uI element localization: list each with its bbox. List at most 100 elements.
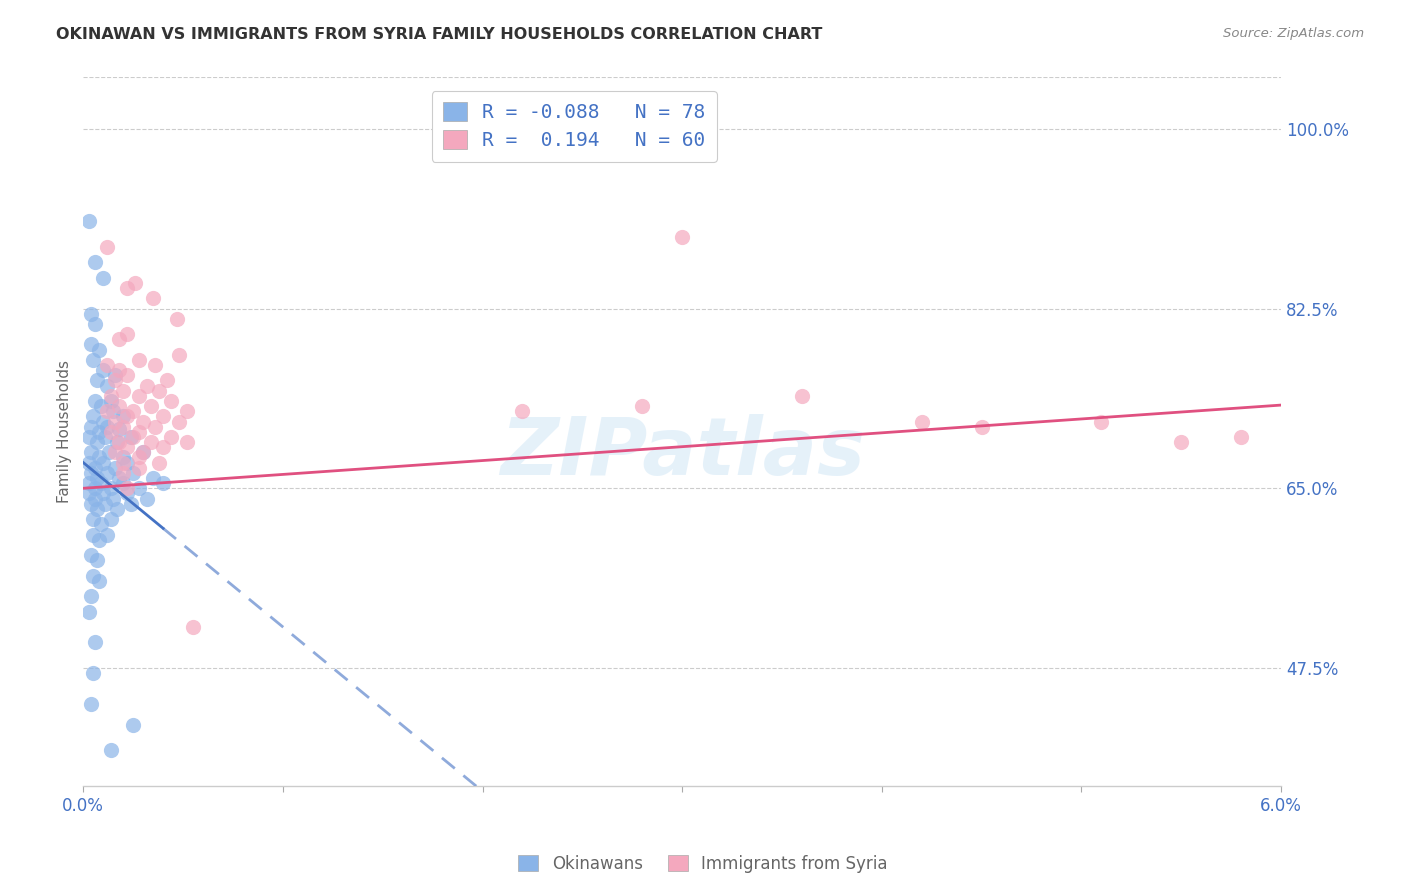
Point [122, 717, 145, 731]
Point [82, 409, 104, 424]
Point [108, 363, 131, 377]
Point [100, 481, 122, 495]
Point [512, 404, 534, 418]
Point [152, 440, 174, 454]
Point [96, 466, 118, 480]
Point [115, 486, 138, 500]
Point [105, 501, 128, 516]
Point [100, 389, 122, 403]
Point [90, 399, 112, 413]
Point [84, 317, 107, 331]
Point [120, 497, 142, 511]
Point [84, 394, 107, 409]
Point [911, 415, 934, 429]
Point [128, 460, 150, 475]
Point [91, 270, 114, 285]
Text: ZIPatlas: ZIPatlas [499, 414, 865, 492]
Point [77, 476, 100, 491]
Point [176, 404, 198, 418]
Point [160, 394, 183, 409]
Point [108, 435, 131, 450]
Point [152, 409, 174, 424]
Point [115, 481, 138, 495]
Point [77, 430, 100, 444]
Point [115, 456, 138, 470]
Point [84, 491, 107, 506]
Point [181, 620, 204, 634]
Point [112, 384, 135, 398]
Point [80, 548, 103, 562]
Text: OKINAWAN VS IMMIGRANTS FROM SYRIA FAMILY HOUSEHOLDS CORRELATION CHART: OKINAWAN VS IMMIGRANTS FROM SYRIA FAMILY… [56, 27, 823, 42]
Point [94, 497, 117, 511]
Legend: Okinawans, Immigrants from Syria: Okinawans, Immigrants from Syria [512, 848, 894, 880]
Point [132, 445, 155, 459]
Point [1170, 435, 1192, 450]
Point [112, 419, 135, 434]
Point [90, 476, 112, 491]
Point [671, 229, 693, 244]
Point [96, 404, 118, 418]
Point [136, 378, 159, 392]
Point [77, 486, 100, 500]
Point [96, 419, 118, 434]
Point [1090, 415, 1112, 429]
Point [136, 491, 159, 506]
Point [86, 553, 108, 567]
Point [104, 445, 127, 459]
Point [112, 456, 135, 470]
Point [115, 327, 138, 342]
Point [82, 352, 104, 367]
Point [80, 419, 103, 434]
Point [86, 501, 108, 516]
Point [128, 389, 150, 403]
Point [80, 445, 103, 459]
Point [122, 466, 145, 480]
Point [631, 399, 654, 413]
Point [115, 409, 138, 424]
Point [91, 456, 114, 470]
Point [77, 605, 100, 619]
Point [84, 255, 107, 269]
Point [128, 450, 150, 465]
Point [970, 419, 993, 434]
Point [80, 697, 103, 711]
Point [132, 415, 155, 429]
Point [142, 471, 165, 485]
Point [89, 450, 111, 465]
Point [96, 240, 118, 254]
Point [112, 409, 135, 424]
Point [80, 307, 103, 321]
Text: Source: ZipAtlas.com: Source: ZipAtlas.com [1223, 27, 1364, 40]
Point [115, 368, 138, 383]
Point [89, 533, 111, 547]
Point [105, 435, 128, 450]
Point [156, 373, 179, 387]
Point [143, 419, 166, 434]
Point [104, 368, 127, 383]
Point [89, 343, 111, 357]
Point [112, 466, 135, 480]
Point [82, 568, 104, 582]
Point [112, 450, 135, 465]
Point [91, 363, 114, 377]
Point [160, 430, 183, 444]
Point [77, 214, 100, 228]
Point [108, 471, 131, 485]
Point [82, 666, 104, 681]
Point [100, 394, 122, 409]
Point [143, 358, 166, 372]
Point [91, 486, 114, 500]
Point [80, 466, 103, 480]
Point [112, 476, 135, 491]
Y-axis label: Family Households: Family Households [58, 360, 72, 503]
Point [82, 527, 104, 541]
Point [115, 440, 138, 454]
Point [104, 373, 127, 387]
Point [90, 517, 112, 532]
Point [148, 456, 170, 470]
Point [152, 476, 174, 491]
Point [122, 430, 145, 444]
Point [98, 445, 121, 459]
Point [115, 281, 138, 295]
Point [100, 425, 122, 439]
